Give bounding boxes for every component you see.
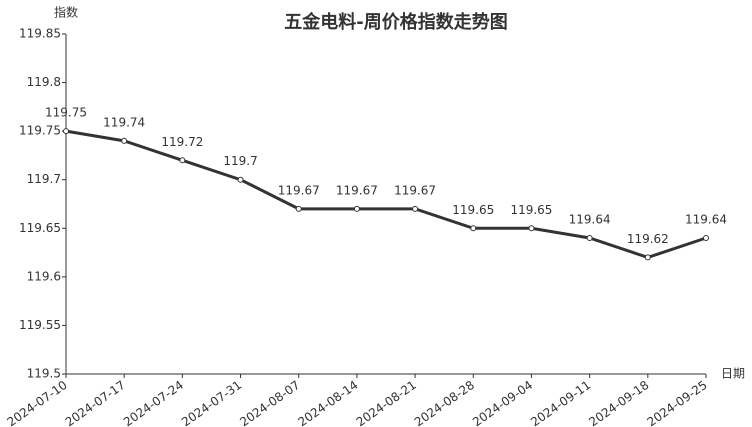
y-tick-label: 119.8 bbox=[27, 75, 61, 89]
point bbox=[470, 225, 477, 232]
x-tick-label: 2024-09-18 bbox=[586, 378, 651, 427]
x-tick-label: 2024-07-24 bbox=[121, 378, 186, 427]
data-label: 119.64 bbox=[569, 213, 611, 227]
x-tick-label: 2024-09-25 bbox=[645, 378, 710, 427]
point bbox=[63, 128, 69, 135]
data-label: 119.67 bbox=[278, 183, 320, 197]
x-tick-label: 2024-09-11 bbox=[528, 378, 593, 427]
y-tick-label: 119.7 bbox=[27, 172, 61, 186]
x-axis-label: 日期 bbox=[721, 367, 745, 381]
data-label: 119.67 bbox=[336, 183, 378, 197]
y-axis-label: 指数 bbox=[54, 5, 78, 20]
x-tick-label: 2024-08-07 bbox=[237, 378, 302, 427]
y-tick-label: 119.6 bbox=[27, 269, 61, 283]
x-tick-label: 2024-08-14 bbox=[295, 378, 360, 427]
point bbox=[703, 235, 709, 241]
data-label: 119.64 bbox=[685, 213, 727, 227]
point bbox=[121, 137, 128, 144]
x-tick-label: 2024-07-17 bbox=[63, 378, 128, 427]
point bbox=[528, 225, 535, 232]
data-label: 119.62 bbox=[627, 232, 669, 246]
data-label: 119.75 bbox=[45, 106, 87, 120]
data-label: 119.67 bbox=[394, 183, 436, 197]
data-label: 119.65 bbox=[452, 203, 494, 217]
y-tick-label: 119.75 bbox=[19, 124, 61, 138]
data-label: 119.72 bbox=[161, 135, 203, 149]
point bbox=[644, 254, 651, 261]
y-tick-label: 119.55 bbox=[19, 318, 61, 332]
point bbox=[353, 205, 360, 212]
chart-title: 五金电料-周价格指数走势图 bbox=[284, 11, 507, 33]
data-label: 119.74 bbox=[103, 115, 145, 129]
data-label: 119.7 bbox=[223, 154, 257, 168]
y-tick-label: 119.85 bbox=[19, 27, 61, 41]
x-tick-label: 2024-08-28 bbox=[412, 378, 477, 427]
x-tick-label: 2024-08-21 bbox=[354, 378, 419, 427]
x-tick-label: 2024-07-31 bbox=[179, 378, 244, 427]
y-tick-label: 119.5 bbox=[27, 367, 61, 381]
line bbox=[65, 129, 707, 260]
point bbox=[295, 205, 302, 212]
x-tick-label: 2024-09-04 bbox=[470, 378, 535, 427]
data-label: 119.65 bbox=[510, 203, 552, 217]
point bbox=[412, 205, 419, 212]
point bbox=[237, 176, 244, 183]
point bbox=[586, 235, 593, 241]
point bbox=[179, 157, 186, 164]
x-tick-label: 2024-07-10 bbox=[5, 378, 70, 427]
y-tick-label: 119.65 bbox=[19, 221, 61, 235]
